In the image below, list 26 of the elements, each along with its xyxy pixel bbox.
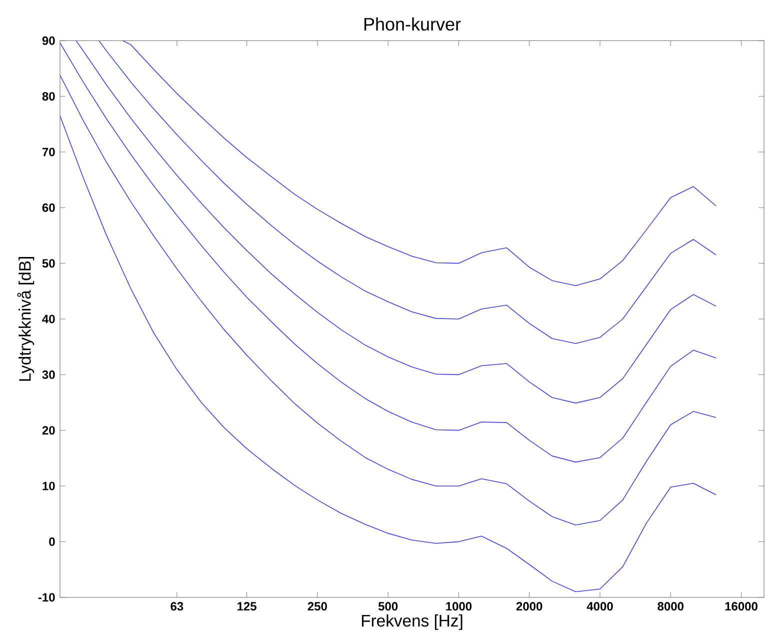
x-tick-label: 16000 [725, 602, 758, 611]
x-axis-title: Frekvens [Hz] [362, 614, 462, 630]
y-tick-label: -10 [38, 593, 55, 602]
line-series [60, 42, 717, 462]
y-tick-label: 40 [42, 314, 55, 324]
y-tick-label: 20 [42, 426, 55, 435]
line-series [60, 115, 717, 592]
y-tick-label: 10 [42, 482, 55, 490]
y-tick-label: 60 [42, 203, 55, 212]
x-tick-label: 2000 [516, 602, 542, 611]
y-axis-title: Lydtrykknivå [dB] [17, 257, 34, 381]
y-tick-label: 80 [42, 92, 55, 101]
y-tick-label: 90 [42, 36, 55, 45]
x-tick-label: 125 [238, 602, 256, 611]
chart-title: Phon-kurver [364, 17, 461, 31]
line-series [60, 74, 717, 526]
x-tick-label: 500 [378, 602, 398, 611]
y-tick-label: 30 [42, 370, 55, 379]
y-tick-label: 70 [42, 148, 55, 156]
x-tick-label: 1000 [446, 602, 472, 611]
x-tick-label: 250 [308, 602, 327, 611]
x-tick-label: 8000 [658, 602, 684, 611]
x-tick-label: 4000 [586, 602, 613, 611]
x-tick-label: 63 [170, 602, 184, 611]
y-tick-label: 0 [49, 537, 55, 546]
y-tick-label: 50 [42, 259, 55, 268]
